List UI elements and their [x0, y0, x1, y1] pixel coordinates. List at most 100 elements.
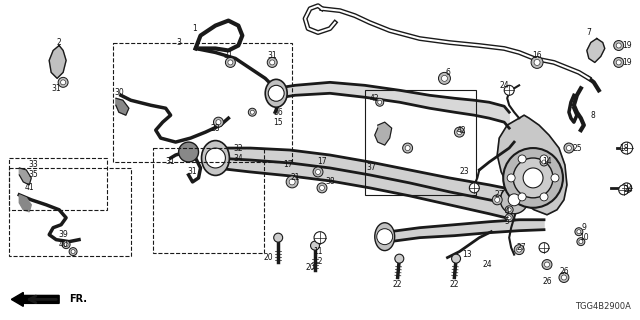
- Polygon shape: [375, 122, 392, 145]
- Circle shape: [539, 243, 549, 252]
- Circle shape: [289, 179, 295, 185]
- Circle shape: [518, 155, 526, 163]
- Circle shape: [495, 197, 500, 202]
- Circle shape: [505, 214, 513, 222]
- Circle shape: [540, 155, 548, 163]
- Circle shape: [516, 247, 522, 252]
- Text: 2: 2: [57, 38, 61, 47]
- Circle shape: [316, 170, 321, 174]
- Circle shape: [500, 186, 528, 214]
- Circle shape: [559, 273, 569, 283]
- Circle shape: [269, 60, 275, 65]
- Text: 27: 27: [495, 190, 504, 199]
- Text: 26: 26: [542, 277, 552, 286]
- Ellipse shape: [265, 79, 287, 107]
- Circle shape: [540, 158, 548, 166]
- Circle shape: [564, 143, 574, 153]
- Circle shape: [507, 174, 515, 182]
- Text: 20: 20: [264, 253, 273, 262]
- Polygon shape: [497, 115, 567, 215]
- Circle shape: [503, 148, 563, 208]
- Bar: [365, 90, 476, 195]
- Circle shape: [540, 193, 548, 201]
- Circle shape: [286, 176, 298, 188]
- Text: 32: 32: [234, 144, 243, 153]
- Circle shape: [376, 98, 384, 106]
- Polygon shape: [276, 82, 509, 128]
- Text: 7: 7: [586, 28, 591, 37]
- Text: 19: 19: [622, 58, 632, 67]
- Bar: [10, 158, 107, 210]
- Text: 14: 14: [542, 157, 552, 166]
- Circle shape: [61, 80, 66, 85]
- Circle shape: [507, 216, 511, 220]
- Text: 36: 36: [273, 108, 283, 117]
- Text: 24: 24: [499, 81, 509, 90]
- Circle shape: [577, 230, 581, 234]
- Text: 6: 6: [445, 68, 450, 77]
- Text: 17: 17: [284, 160, 293, 170]
- Circle shape: [319, 185, 324, 190]
- Polygon shape: [19, 195, 31, 212]
- Circle shape: [214, 117, 223, 127]
- Text: 13: 13: [463, 250, 472, 259]
- Text: 41: 41: [24, 183, 34, 192]
- Circle shape: [69, 248, 77, 256]
- Text: 22: 22: [450, 280, 459, 289]
- Text: 30: 30: [114, 88, 124, 97]
- Circle shape: [534, 60, 540, 65]
- Text: 9: 9: [581, 223, 586, 232]
- Circle shape: [62, 241, 70, 249]
- Text: 8: 8: [591, 111, 595, 120]
- Circle shape: [403, 143, 413, 153]
- Circle shape: [317, 183, 327, 193]
- Circle shape: [508, 194, 520, 206]
- Text: 38: 38: [325, 177, 335, 187]
- Circle shape: [228, 60, 233, 65]
- Text: 33: 33: [28, 160, 38, 170]
- Text: 31: 31: [51, 84, 61, 93]
- Circle shape: [405, 146, 410, 150]
- Circle shape: [614, 58, 623, 68]
- Polygon shape: [19, 168, 31, 185]
- Circle shape: [505, 206, 513, 214]
- Text: 27: 27: [516, 243, 526, 252]
- Circle shape: [561, 275, 566, 280]
- Circle shape: [616, 43, 621, 48]
- Text: 23: 23: [460, 167, 469, 176]
- Circle shape: [268, 58, 277, 68]
- Text: 25: 25: [572, 144, 582, 153]
- Bar: [153, 148, 264, 252]
- Circle shape: [205, 148, 225, 168]
- Circle shape: [313, 167, 323, 177]
- Circle shape: [621, 142, 632, 154]
- Text: 34: 34: [234, 154, 243, 163]
- Circle shape: [616, 60, 621, 65]
- Circle shape: [531, 56, 543, 68]
- Circle shape: [377, 229, 393, 244]
- Text: 15: 15: [273, 118, 283, 127]
- Circle shape: [513, 158, 553, 198]
- Circle shape: [454, 127, 465, 137]
- Circle shape: [551, 174, 559, 182]
- Text: 26: 26: [559, 267, 569, 276]
- Text: 37: 37: [367, 164, 377, 172]
- Text: 12: 12: [313, 257, 323, 266]
- Text: 35: 35: [28, 171, 38, 180]
- Text: 24: 24: [624, 185, 634, 194]
- Bar: [10, 168, 131, 256]
- Text: 19: 19: [622, 41, 632, 50]
- Circle shape: [395, 254, 404, 263]
- Text: 16: 16: [532, 51, 542, 60]
- Polygon shape: [49, 45, 66, 78]
- Text: 31: 31: [166, 157, 175, 166]
- Text: 31: 31: [223, 51, 233, 60]
- Bar: [113, 43, 292, 162]
- Circle shape: [216, 120, 221, 125]
- Circle shape: [248, 108, 256, 116]
- Text: 5: 5: [505, 217, 509, 226]
- Circle shape: [469, 183, 479, 193]
- Circle shape: [579, 240, 583, 244]
- Circle shape: [378, 100, 381, 104]
- Circle shape: [614, 41, 623, 51]
